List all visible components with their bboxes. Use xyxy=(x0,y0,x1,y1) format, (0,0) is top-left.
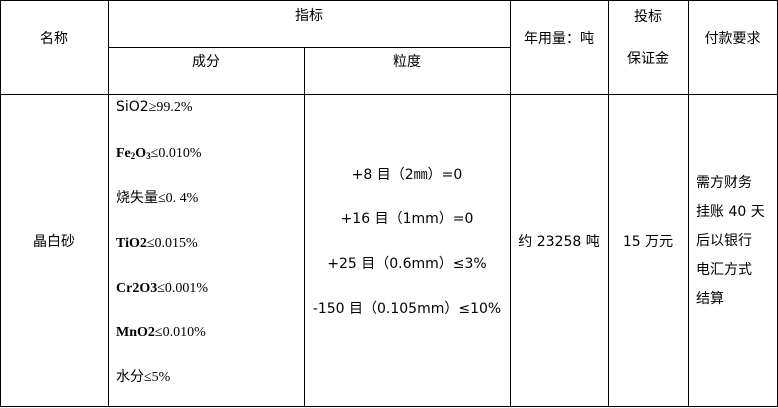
product-name: 晶白砂 xyxy=(33,234,75,250)
composition-item: Fe2O3≤0.010% xyxy=(116,146,202,161)
border-bottom xyxy=(0,406,778,407)
header-annual-usage: 年用量：吨 xyxy=(524,31,594,47)
header-bid-deposit-1: 投标 xyxy=(634,9,662,25)
composition-item: TiO2≤0.015% xyxy=(116,236,198,251)
composition-item: SiO2≥99.2% xyxy=(116,99,193,115)
col-divider xyxy=(688,0,689,407)
composition-item: Cr2O3≤0.001% xyxy=(116,281,209,296)
header-payment: 付款要求 xyxy=(704,31,761,47)
divider-indicator xyxy=(108,47,510,48)
col-divider xyxy=(608,0,609,407)
payment-line: 结算 xyxy=(696,291,724,307)
granularity-item: +25 目（0.6mm）≤3% xyxy=(327,256,487,272)
granularity-item: +16 目（1mm）=0 xyxy=(340,211,474,227)
payment-line: 需方财务 xyxy=(696,175,752,191)
header-name: 名称 xyxy=(40,31,68,47)
header-granularity: 粒度 xyxy=(393,54,421,70)
composition-item: 烧失量≤0. 4% xyxy=(116,190,199,206)
divider-header xyxy=(0,94,778,95)
payment-line: 挂账 40 天 xyxy=(696,204,765,220)
composition-item: 水分≤5% xyxy=(116,369,171,385)
granularity-item: +8 目（2㎜）=0 xyxy=(351,167,463,183)
border-left xyxy=(0,0,1,407)
payment-line: 后以银行 xyxy=(696,233,752,249)
col-divider xyxy=(304,47,305,407)
composition-item: MnO2≤0.010% xyxy=(116,325,206,340)
border-top xyxy=(0,0,778,1)
header-indicator: 指标 xyxy=(295,8,323,24)
col-divider xyxy=(510,0,511,407)
granularity-item: -150 目（0.105mm）≤10% xyxy=(312,301,502,317)
header-bid-deposit-2: 保证金 xyxy=(627,51,669,67)
bid-deposit-value: 15 万元 xyxy=(622,234,674,250)
payment-line: 电汇方式 xyxy=(696,262,752,278)
annual-usage-value: 约 23258 吨 xyxy=(518,234,600,250)
header-composition: 成分 xyxy=(192,54,220,70)
col-divider xyxy=(108,0,109,407)
